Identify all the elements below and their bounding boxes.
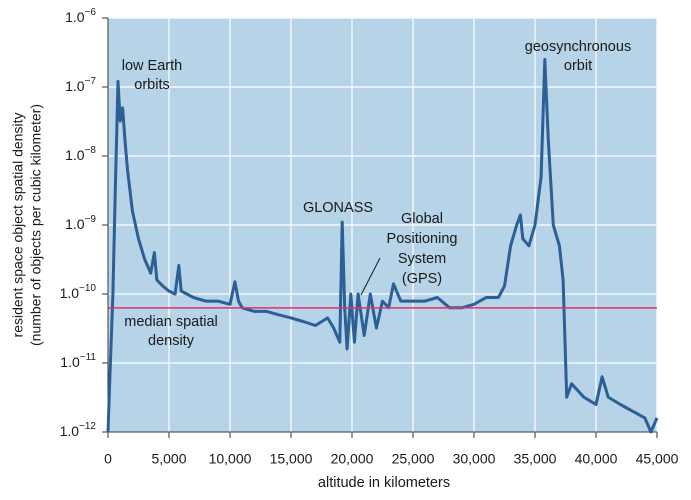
tick-exponent: −8 [85, 145, 97, 156]
annotation: orbit [564, 58, 592, 74]
x-tick-label: 40,000 [575, 451, 618, 467]
data-line [106, 58, 659, 434]
annotation: orbits [134, 77, 169, 93]
y-axis-label: (number of objects per cubic kilometer) [28, 104, 44, 346]
x-tick-label: 15,000 [270, 451, 313, 467]
annotation: Global [401, 211, 443, 227]
tick-exponent: −11 [80, 352, 97, 363]
tick-exponent: −10 [79, 283, 96, 294]
x-tick-label: 30,000 [453, 451, 496, 467]
median-label: median spatial [124, 314, 218, 330]
y-tick-label: 1.0−12 [60, 421, 97, 439]
x-tick-label: 25,000 [392, 451, 435, 467]
x-tick-label: 45,000 [636, 451, 679, 467]
y-tick-label: 1.0−9 [65, 214, 96, 232]
tick-exponent: −12 [79, 421, 96, 432]
tick-exponent: −9 [85, 214, 97, 225]
y-tick-label: 1.0−6 [65, 7, 96, 25]
tick-mantissa: 1.0 [60, 354, 80, 370]
tick-mantissa: 1.0 [60, 285, 80, 301]
x-tick-label: 10,000 [209, 451, 252, 467]
y-tick-label: 1.0−11 [60, 352, 96, 370]
tick-mantissa: 1.0 [65, 147, 85, 163]
tick-mantissa: 1.0 [65, 216, 85, 232]
annotation: low Earth [122, 58, 182, 74]
tick-mantissa: 1.0 [65, 78, 85, 94]
annotation: Positioning [387, 231, 458, 247]
tick-mantissa: 1.0 [60, 423, 80, 439]
x-tick-label: 5,000 [151, 451, 186, 467]
annotation: System [398, 251, 446, 267]
y-tick-label: 1.0−10 [60, 283, 97, 301]
tick-mantissa: 1.0 [65, 9, 85, 25]
x-tick-label: 35,000 [514, 451, 557, 467]
annotation: geosynchronous [525, 39, 631, 55]
annotation: GLONASS [303, 200, 373, 216]
tick-exponent: −6 [85, 7, 97, 18]
y-axis-label: resident space object spatial density [10, 113, 26, 338]
x-axis-label: altitude in kilometers [318, 475, 450, 491]
annotation-leader [360, 257, 381, 296]
y-tick-label: 1.0−8 [65, 145, 96, 163]
annotation: (GPS) [402, 271, 442, 287]
median-label: density [148, 333, 195, 349]
x-tick-label: 20,000 [331, 451, 374, 467]
y-tick-label: 1.0−7 [65, 76, 96, 94]
x-tick-label: 0 [104, 451, 112, 467]
tick-exponent: −7 [85, 76, 97, 87]
